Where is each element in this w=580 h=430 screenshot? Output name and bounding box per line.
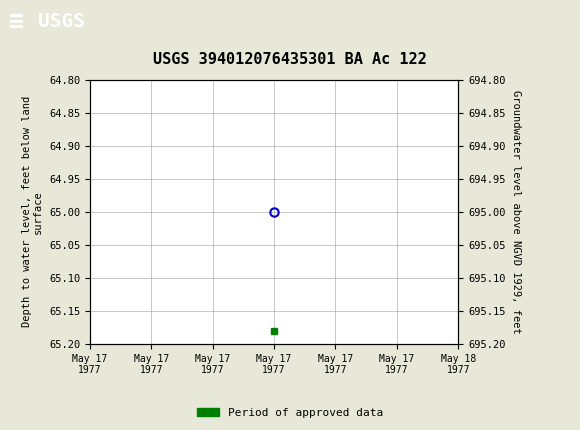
Text: USGS 394012076435301 BA Ac 122: USGS 394012076435301 BA Ac 122 bbox=[153, 52, 427, 67]
Legend: Period of approved data: Period of approved data bbox=[193, 403, 387, 422]
Y-axis label: Groundwater level above NGVD 1929, feet: Groundwater level above NGVD 1929, feet bbox=[511, 90, 521, 334]
Text: ≡: ≡ bbox=[9, 9, 24, 34]
Text: USGS: USGS bbox=[38, 12, 85, 31]
Y-axis label: Depth to water level, feet below land
surface: Depth to water level, feet below land su… bbox=[22, 96, 44, 327]
